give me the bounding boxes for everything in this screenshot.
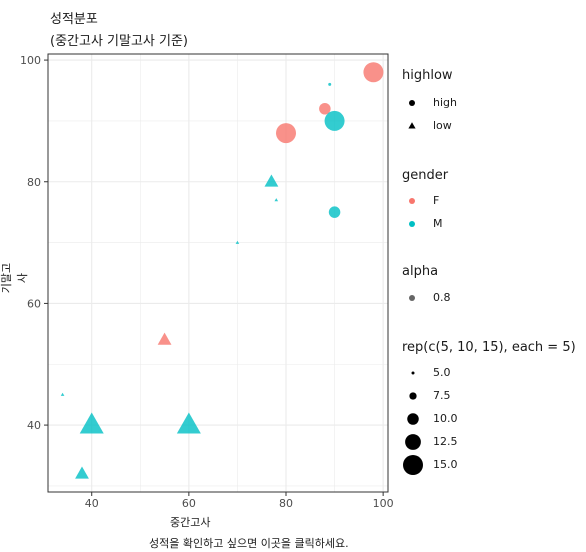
data-point: [60, 392, 65, 396]
legend-f-key: [409, 198, 415, 204]
data-point: [328, 206, 341, 218]
legend-size-label-4: 12.5: [433, 435, 458, 448]
legend-m-key: [409, 221, 415, 227]
y-tick-label: 60: [27, 297, 41, 310]
legend-highlow: highlow: [402, 68, 453, 83]
data-point: [276, 123, 296, 144]
x-tick-label: 80: [279, 497, 293, 510]
legend-size-key: [403, 455, 423, 475]
plot-border: [47, 53, 389, 493]
legend-low-key: [408, 122, 416, 129]
legend-size-title: rep(c(5, 10, 15), each = 5): [402, 340, 576, 355]
x-axis-label: 중간고사: [170, 516, 211, 529]
x-tick-label: 100: [373, 497, 394, 510]
legend-size-label-5: 15.0: [433, 458, 458, 471]
data-point: [235, 240, 240, 244]
legend-size: rep(c(5, 10, 15), each = 5): [402, 340, 576, 355]
data-point: [79, 412, 104, 434]
data-point: [75, 466, 89, 479]
legend-gender: gender: [402, 168, 448, 183]
chart-subtitle: (중간고사 기말고사 기준): [50, 34, 189, 49]
legend-alpha-label: 0.8: [433, 291, 451, 304]
legend-low-label: low: [433, 119, 452, 132]
x-tick-label: 60: [182, 497, 196, 510]
data-point: [363, 62, 384, 83]
data-point: [319, 103, 331, 115]
caption-link[interactable]: 성적을 확인하고 싶으면 이곳을 클릭하세요.: [149, 537, 349, 550]
legend-size-key: [405, 434, 421, 450]
legend-alpha-key: [409, 295, 415, 301]
data-point: [264, 174, 279, 187]
y-tick-label: 100: [20, 54, 41, 67]
y-tick-label: 80: [27, 176, 41, 189]
legend-f-label: F: [433, 194, 440, 207]
legend-size-key: [411, 371, 415, 375]
legend-size-label-3: 10.0: [433, 412, 458, 425]
chart-title: 성적분포: [50, 12, 98, 27]
data-point: [328, 82, 332, 86]
data-point: [324, 110, 345, 131]
legend-size-key: [409, 392, 417, 400]
legend-high-key: [409, 100, 415, 106]
legend-size-label-1: 5.0: [433, 366, 451, 379]
data-point: [157, 332, 172, 345]
y-axis-label: 기말고사: [0, 262, 29, 294]
x-tick-label: 40: [85, 497, 99, 510]
legend-high-label: high: [433, 96, 457, 109]
data-point: [176, 412, 201, 434]
legend-highlow-title: highlow: [402, 68, 453, 83]
data-point: [274, 198, 279, 202]
legend-gender-title: gender: [402, 168, 449, 183]
legend-alpha: alpha: [402, 264, 438, 279]
legend-size-key: [407, 413, 419, 425]
legend-size-label-2: 7.5: [433, 389, 451, 402]
legend-m-label: M: [433, 217, 443, 230]
legend-alpha-title: alpha: [402, 264, 439, 279]
y-tick-label: 40: [27, 419, 41, 432]
